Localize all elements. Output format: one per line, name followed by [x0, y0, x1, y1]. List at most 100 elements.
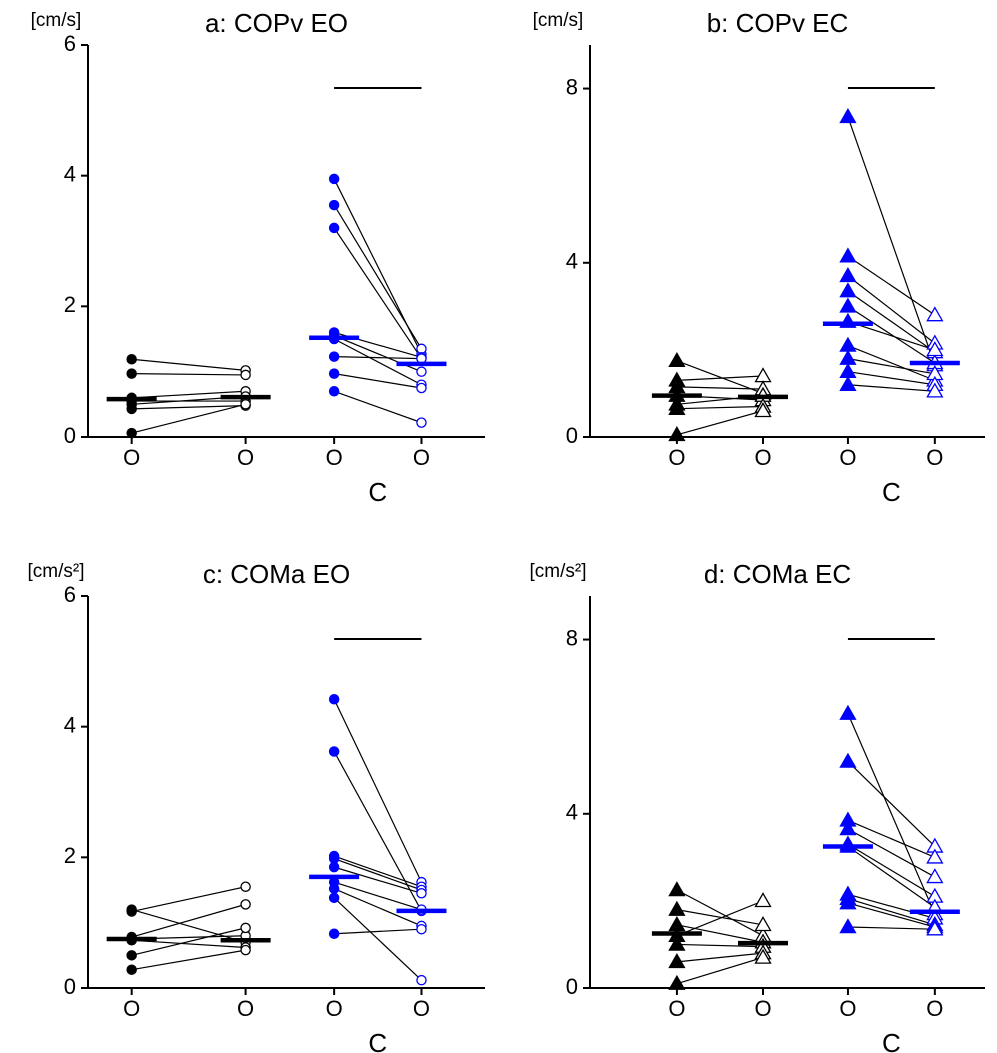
- marker: [839, 375, 857, 392]
- pair-line: [676, 360, 764, 395]
- pair-line: [131, 949, 246, 971]
- marker: [416, 366, 427, 377]
- pair-line: [847, 902, 935, 928]
- pair-line: [676, 386, 764, 390]
- x-tick-label: O: [237, 445, 254, 470]
- y-tick-label: 2: [64, 843, 76, 868]
- pair-line: [676, 924, 764, 943]
- x-tick-label: O: [754, 996, 771, 1021]
- marker: [126, 368, 137, 379]
- pair-line: [333, 858, 422, 891]
- group-label: C: [882, 1028, 901, 1053]
- marker: [328, 883, 340, 894]
- pair-line: [333, 204, 422, 350]
- chart-title: a: COPv EO: [205, 8, 348, 38]
- pair-line: [333, 897, 422, 981]
- marker: [839, 349, 857, 365]
- marker: [839, 267, 857, 283]
- x-tick-label: O: [754, 445, 771, 470]
- marker: [416, 382, 427, 394]
- pair-line: [676, 909, 764, 926]
- pair-line: [847, 893, 935, 919]
- marker: [126, 354, 137, 365]
- marker: [668, 974, 686, 990]
- marker: [668, 881, 686, 897]
- chart-title: c: COMa EO: [203, 559, 350, 589]
- marker: [839, 336, 857, 352]
- marker: [416, 923, 427, 935]
- pair-line: [676, 889, 764, 937]
- marker: [926, 382, 944, 398]
- pair-line: [847, 828, 936, 878]
- marker: [328, 746, 340, 757]
- pair-line: [847, 321, 936, 351]
- pair-line: [333, 751, 423, 912]
- pair-line: [334, 356, 422, 360]
- y-tick-label: 0: [566, 423, 578, 448]
- marker: [126, 964, 137, 975]
- pair-line: [333, 855, 422, 888]
- pair-line: [334, 373, 422, 389]
- pair-line: [676, 956, 764, 985]
- marker: [126, 403, 137, 415]
- marker: [328, 853, 340, 864]
- marker: [240, 899, 251, 910]
- pair-line: [847, 305, 936, 364]
- marker: [754, 916, 772, 932]
- pair-line: [131, 358, 246, 371]
- pair-line: [847, 926, 935, 930]
- x-tick-label: O: [413, 445, 430, 470]
- pair-line: [333, 390, 422, 424]
- pair-line: [847, 384, 935, 392]
- x-tick-label: O: [326, 996, 343, 1021]
- x-tick-label: O: [413, 996, 430, 1021]
- y-tick-label: 8: [566, 625, 578, 650]
- x-tick-label: O: [326, 445, 343, 470]
- unit-label: [cm/s]: [31, 10, 82, 31]
- x-tick-label: O: [926, 996, 943, 1021]
- x-tick-label: O: [839, 996, 856, 1021]
- unit-label: [cm/s]: [533, 10, 584, 31]
- pair-line: [847, 344, 936, 381]
- marker: [839, 918, 857, 934]
- x-tick-label: O: [668, 445, 685, 470]
- pair-line: [333, 338, 422, 386]
- marker: [839, 820, 857, 836]
- marker: [328, 222, 340, 234]
- pair-line: [333, 866, 422, 894]
- pair-line: [676, 943, 764, 948]
- y-tick-label: 4: [64, 161, 76, 186]
- y-tick-label: 0: [64, 974, 76, 999]
- y-tick-label: 4: [64, 712, 76, 737]
- group-label: C: [368, 477, 387, 507]
- pair-line: [131, 927, 246, 956]
- marker: [668, 900, 686, 916]
- marker: [668, 935, 686, 951]
- marker: [839, 362, 857, 378]
- marker: [328, 693, 340, 705]
- pair-line: [847, 290, 936, 353]
- chart-title: d: COMa EC: [704, 559, 851, 589]
- y-tick-label: 0: [566, 974, 578, 999]
- pair-line: [847, 898, 936, 926]
- marker: [240, 369, 251, 381]
- marker: [839, 752, 857, 768]
- marker: [926, 341, 944, 357]
- pair-line: [131, 903, 246, 938]
- pair-line: [676, 405, 764, 410]
- y-tick-label: 4: [566, 249, 578, 274]
- pair-line: [847, 761, 936, 847]
- marker: [416, 343, 427, 355]
- marker: [754, 892, 772, 908]
- chart-title: b: COPv EC: [707, 8, 849, 38]
- marker: [240, 922, 251, 934]
- pair-line: [847, 116, 936, 366]
- pair-line: [847, 255, 936, 316]
- pair-line: [847, 819, 936, 858]
- pair-line: [847, 713, 936, 915]
- pair-line: [676, 375, 764, 381]
- pair-line: [131, 886, 246, 913]
- group-label: C: [368, 1028, 387, 1053]
